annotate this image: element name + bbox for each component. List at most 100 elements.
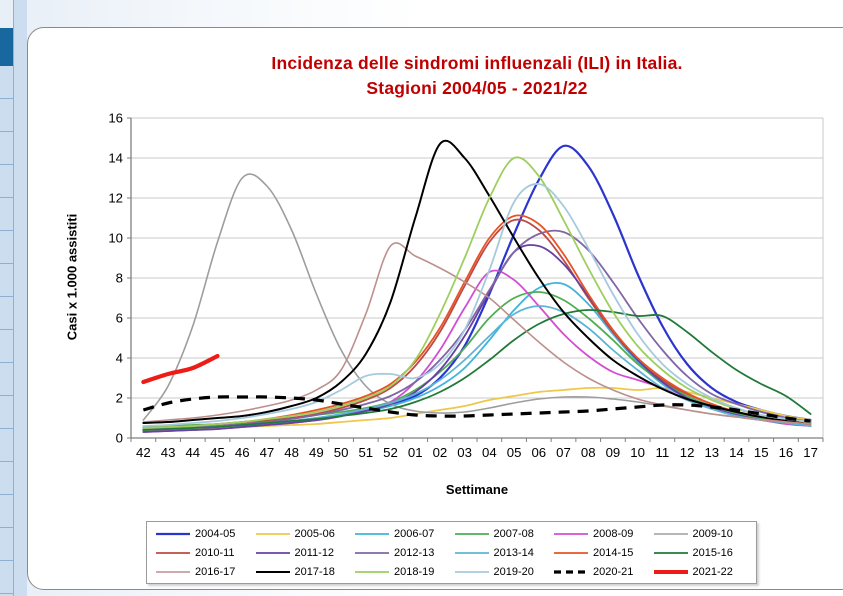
legend-swatch-2005-06 [255,532,290,535]
x-tick-label: 12 [680,445,695,460]
legend-swatch-2014-15 [554,551,588,554]
legend-label: 2010-11 [195,546,235,559]
legend-label: 2005-06 [294,527,335,540]
x-tick-label: 42 [136,445,151,460]
legend-label: 2011-12 [294,546,335,559]
x-tick-label: 46 [235,445,250,460]
legend-item-2015-16: 2015-16 [653,543,753,562]
legend-swatch-2019-20 [454,570,489,573]
x-tick-label: 47 [260,445,275,460]
excel-active-cell[interactable] [0,28,13,66]
x-tick-label: 01 [408,445,423,460]
legend-swatch-2020-21 [554,569,588,574]
chart-card[interactable] [27,27,843,590]
legend-item-2014-15: 2014-15 [553,543,653,562]
legend-swatch-2006-07 [355,532,389,535]
series-line-2021-22 [141,353,220,385]
x-tick-label: 15 [754,445,769,460]
legend-label: 2021-22 [692,565,733,578]
x-tick-label: 06 [531,445,546,460]
x-axis-title: Settimane [445,482,509,497]
legend-swatch-2015-16 [653,551,688,554]
legend-swatch-2018-19 [355,570,389,573]
x-tick-label: 11 [656,445,670,460]
chart-legend: 2004-05 2005-06 2006-07 2007-08 2008-09 2009-… [146,521,757,584]
chart-title: Incidenza delle sindromi influenzali (IL… [131,51,823,101]
x-tick-label: 09 [606,445,621,460]
x-tick-label: 44 [185,445,200,460]
y-tick-label: 6 [116,311,123,326]
x-tick-label: 08 [581,445,596,460]
legend-swatch-2004-05 [156,532,190,535]
legend-item-2013-14: 2013-14 [454,543,554,562]
legend-swatch-2021-22 [653,569,688,574]
legend-item-2004-05: 2004-05 [155,524,255,543]
series-line-2016-17 [142,242,812,425]
legend-item-2019-20: 2019-20 [454,562,554,581]
legend-label: 2014-15 [593,546,634,559]
x-tick-label: 02 [433,445,448,460]
series-line-2020-21 [142,395,811,423]
y-tick-label: 0 [116,431,123,446]
excel-sheet-strip[interactable] [0,0,27,596]
series-line-2012-13 [142,229,812,431]
series-line-2015-16 [142,309,812,431]
x-tick-label: 14 [729,445,744,460]
legend-swatch-2009-10 [653,532,688,535]
y-tick-label: 14 [108,151,123,166]
y-tick-label: 2 [116,391,123,406]
x-tick-label: 45 [210,445,225,460]
legend-item-2006-07: 2006-07 [354,524,454,543]
x-tick-label: 52 [383,445,398,460]
x-tick-label: 07 [556,445,571,460]
chart-title-line2: Stagioni 2004/05 - 2021/22 [366,78,588,98]
legend-label: 2004-05 [195,527,236,540]
legend-label: 2009-10 [692,527,733,540]
legend-item-2009-10: 2009-10 [653,524,753,543]
x-tick-label: 13 [704,445,719,460]
legend-label: 2007-08 [493,527,534,540]
legend-swatch-2010-11 [156,551,190,554]
legend-swatch-2016-17 [156,570,190,573]
y-tick-label: 4 [116,351,123,366]
x-tick-label: 49 [309,445,324,460]
series-line-2017-18 [142,139,812,424]
excel-grid-column[interactable] [0,0,14,596]
legend-item-2020-21: 2020-21 [553,562,653,581]
legend-item-2017-18: 2017-18 [255,562,355,581]
y-tick-label: 16 [108,111,123,126]
series-line-2004-05 [142,144,812,432]
x-tick-label: 10 [630,445,645,460]
legend-swatch-2011-12 [255,551,290,554]
legend-label: 2016-17 [195,565,236,578]
legend-swatch-2013-14 [454,551,489,554]
x-tick-label: 04 [482,445,497,460]
legend-label: 2015-16 [692,546,733,559]
legend-item-2008-09: 2008-09 [553,524,653,543]
legend-item-2011-12: 2011-12 [255,543,355,562]
legend-label: 2006-07 [394,527,435,540]
x-tick-label: 03 [457,445,472,460]
legend-swatch-2012-13 [355,551,389,554]
legend-item-2016-17: 2016-17 [155,562,255,581]
y-tick-label: 12 [108,191,123,206]
x-tick-label: 50 [334,445,349,460]
legend-item-2021-22: 2021-22 [653,562,753,581]
legend-swatch-2017-18 [255,570,290,573]
legend-swatch-2007-08 [454,532,489,535]
legend-label: 2013-14 [493,546,534,559]
x-tick-label: 16 [779,445,794,460]
legend-label: 2020-21 [593,565,634,578]
legend-item-2007-08: 2007-08 [454,524,554,543]
legend-item-2012-13: 2012-13 [354,543,454,562]
legend-label: 2008-09 [593,527,634,540]
legend-label: 2017-18 [294,565,335,578]
chart-title-line1: Incidenza delle sindromi influenzali (IL… [271,53,683,73]
y-tick-label: 8 [116,271,123,286]
legend-swatch-2008-09 [554,532,588,535]
x-tick-label: 05 [507,445,522,460]
legend-label: 2019-20 [493,565,534,578]
series-line-2019-20 [142,183,812,427]
